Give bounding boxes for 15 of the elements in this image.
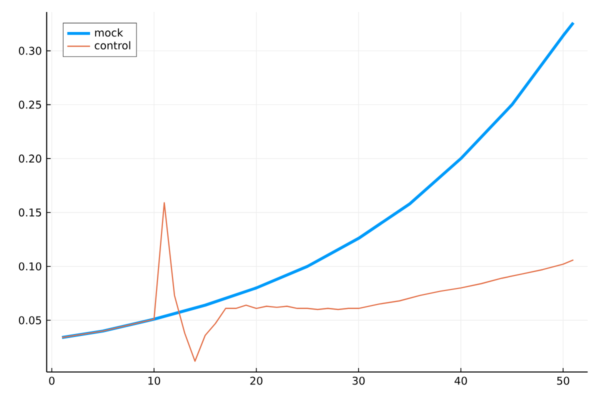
y-tick-label: 0.25 bbox=[18, 100, 42, 109]
x-tick-label: 50 bbox=[557, 376, 570, 385]
x-tick-label: 10 bbox=[148, 376, 160, 385]
x-tick-label: 0 bbox=[49, 376, 54, 385]
line-series bbox=[61, 202, 574, 362]
legend-label: mock bbox=[95, 28, 124, 37]
y-tick-label: 0.15 bbox=[18, 208, 42, 217]
y-tick-label: 0.20 bbox=[18, 154, 42, 163]
x-tick-label: 30 bbox=[352, 376, 365, 385]
y-tick-label: 0.05 bbox=[18, 316, 42, 324]
y-tick-label: 0.10 bbox=[18, 262, 42, 270]
y-tick-label: 0.30 bbox=[18, 46, 42, 55]
legend-label: control bbox=[94, 41, 130, 50]
x-tick-label: 40 bbox=[454, 376, 467, 385]
x-tick-label: 20 bbox=[250, 376, 262, 385]
